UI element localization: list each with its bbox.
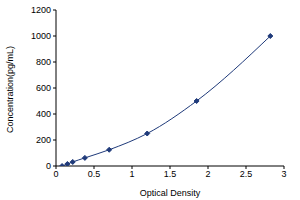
svg-text:0.5: 0.5 (88, 169, 101, 179)
svg-text:600: 600 (36, 83, 51, 93)
svg-text:0: 0 (46, 161, 51, 171)
svg-text:2.5: 2.5 (240, 169, 253, 179)
svg-text:3: 3 (281, 169, 286, 179)
svg-text:1000: 1000 (31, 31, 51, 41)
svg-text:Concentration(pg/mL): Concentration(pg/mL) (8, 46, 15, 133)
svg-text:Optical Density: Optical Density (140, 188, 201, 198)
svg-text:400: 400 (36, 109, 51, 119)
svg-text:1200: 1200 (31, 5, 51, 15)
svg-text:200: 200 (36, 135, 51, 145)
svg-text:0: 0 (53, 169, 58, 179)
svg-text:1: 1 (129, 169, 134, 179)
svg-text:800: 800 (36, 57, 51, 67)
svg-text:1.5: 1.5 (164, 169, 177, 179)
svg-text:2: 2 (205, 169, 210, 179)
